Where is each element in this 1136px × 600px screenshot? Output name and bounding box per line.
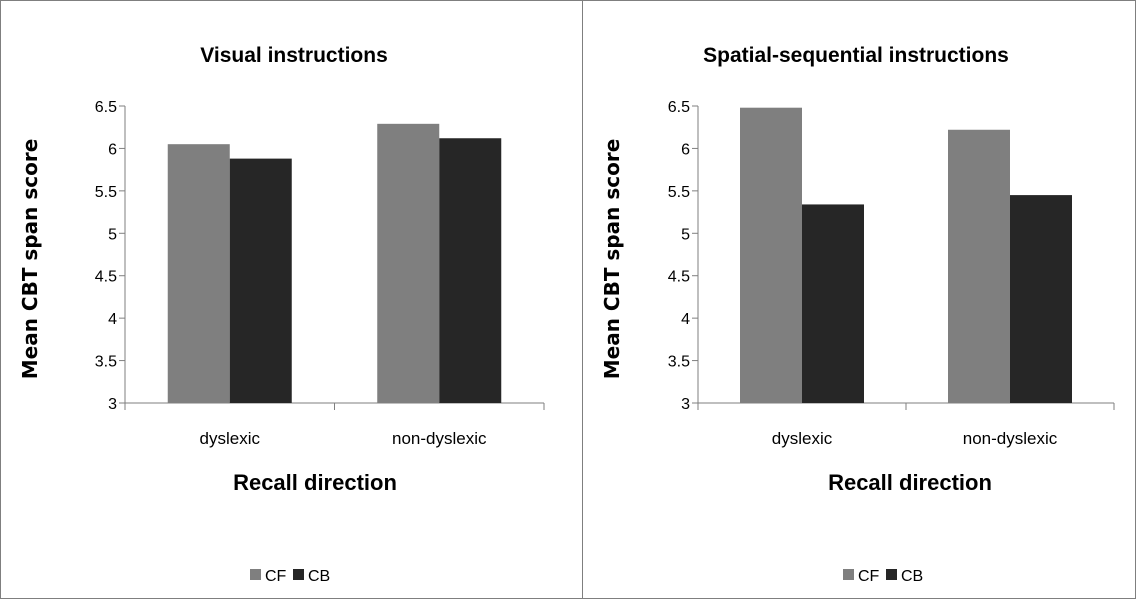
x-tick-label: dyslexic xyxy=(200,429,261,448)
y-tick-label: 4 xyxy=(108,311,117,328)
y-tick-label: 4 xyxy=(681,311,690,328)
x-tick-label: dyslexic xyxy=(772,429,833,448)
y-tick-label: 4.5 xyxy=(95,269,117,286)
chart-panel-visual: Visual instructions Mean CBT span score … xyxy=(0,0,583,599)
legend-swatch-cf xyxy=(843,569,854,580)
legend-label-cb: CB xyxy=(901,568,923,585)
y-tick-label: 3.5 xyxy=(668,354,690,371)
y-tick-label: 6.5 xyxy=(668,99,690,116)
x-axis-label: Recall direction xyxy=(233,470,397,495)
x-tick-label: non-dyslexic xyxy=(963,429,1058,448)
bar-cb-dyslexic xyxy=(802,204,864,403)
bar-cf-dyslexic xyxy=(167,144,230,403)
legend-swatch-cf xyxy=(250,569,261,580)
y-tick-label: 6.5 xyxy=(95,99,117,116)
legend-label-cf: CF xyxy=(265,568,287,585)
y-tick-label: 3.5 xyxy=(95,354,117,371)
bar-cf-non-dyslexic xyxy=(377,123,440,403)
bar-cb-dyslexic xyxy=(229,158,292,403)
legend: CF CB xyxy=(843,568,923,585)
chart-panel-spatial-sequential: Spatial-sequential instructions Mean CBT… xyxy=(582,0,1136,599)
legend-swatch-cb xyxy=(293,569,304,580)
y-tick-label: 4.5 xyxy=(668,269,690,286)
x-tick-label: non-dyslexic xyxy=(392,429,487,448)
y-tick-label: 3 xyxy=(681,396,690,413)
y-tick-label: 6 xyxy=(108,141,117,158)
y-tick-label: 3 xyxy=(108,396,117,413)
y-tick-label: 5.5 xyxy=(95,184,117,201)
x-axis-label: Recall direction xyxy=(828,470,992,495)
bar-cb-non-dyslexic xyxy=(439,138,502,403)
legend: CF CB xyxy=(250,568,330,585)
plot-area: 3 3.5 4 4.5 5 5.5 6 6.5 dyslexic non-dyslexic xyxy=(95,99,545,448)
y-tick-label: 5 xyxy=(681,226,690,243)
chart-spatial-sequential: Spatial-sequential instructions Mean CBT… xyxy=(600,44,1115,585)
chart-visual: Visual instructions Mean CBT span score … xyxy=(18,44,545,585)
y-tick-label: 5 xyxy=(108,226,117,243)
legend-label-cb: CB xyxy=(308,568,330,585)
y-axis-label: Mean CBT span score xyxy=(18,139,42,380)
y-axis-label-group: Mean CBT span score xyxy=(600,139,624,380)
y-tick-label: 6 xyxy=(681,141,690,158)
bar-cb-non-dyslexic xyxy=(1010,195,1072,403)
y-tick-label: 5.5 xyxy=(668,184,690,201)
chart-title: Spatial-sequential instructions xyxy=(703,44,1009,67)
chart-title: Visual instructions xyxy=(200,44,388,67)
legend-label-cf: CF xyxy=(858,568,880,585)
bar-cf-dyslexic xyxy=(740,107,802,403)
bar-cf-non-dyslexic xyxy=(948,129,1010,403)
y-axis-label-group: Mean CBT span score xyxy=(18,139,42,380)
legend-swatch-cb xyxy=(886,569,897,580)
y-axis-label: Mean CBT span score xyxy=(600,139,624,380)
plot-area: 3 3.5 4 4.5 5 5.5 6 6.5 dyslexic non-dyslexic xyxy=(668,99,1115,448)
